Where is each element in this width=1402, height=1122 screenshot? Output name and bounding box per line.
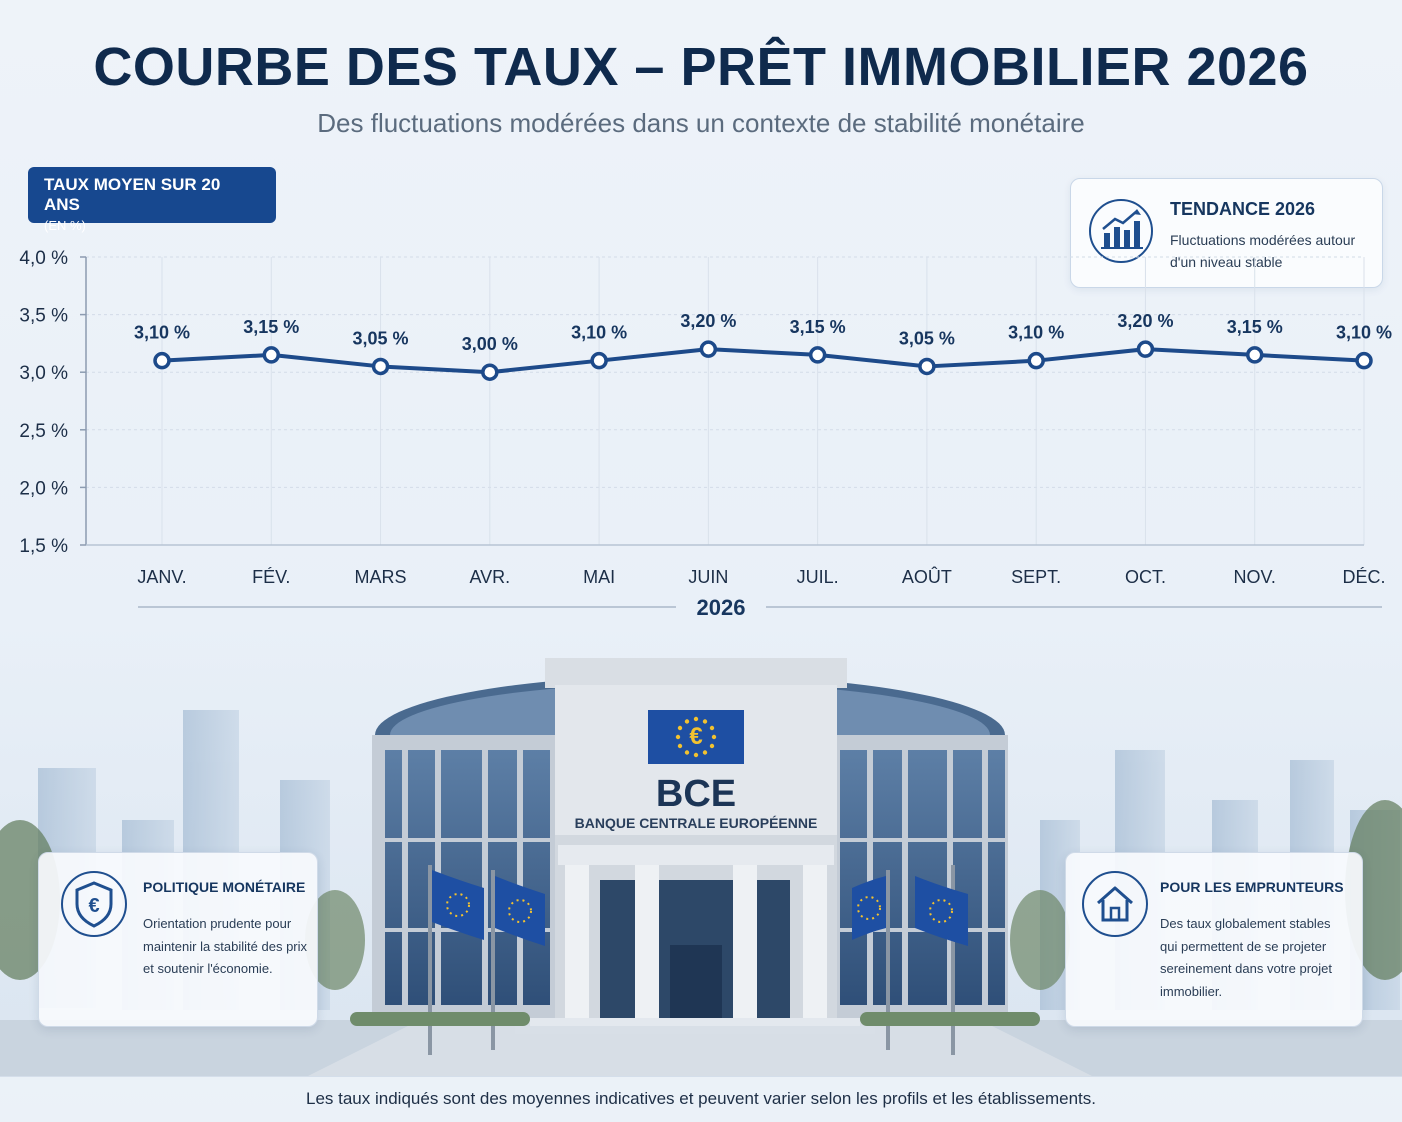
svg-text:€: € [88,895,99,917]
line-chart: 4,0 % 3,5 % 3,0 % 2,5 % 2,0 % 1,5 % JANV. FÉV. M… [19,248,1392,620]
data-point [1027,351,1045,370]
disclaimer-footer: Les taux indiqués sont des moyennes indi… [0,1076,1402,1122]
series-line [161,347,1365,375]
monetary-policy-title: POLITIQUE MONÉTAIRE [143,879,306,895]
x-tick-label: AOÛT [902,566,952,587]
borrowers-text: Des taux globalement stables qui permett… [1160,916,1332,999]
data-label: 3,05 % [899,328,955,348]
house-icon [1082,871,1148,937]
data-point [1245,346,1264,364]
x-tick-label: JANV. [137,567,186,587]
data-label: 3,20 % [680,311,736,331]
x-tick-label: NOV. [1234,567,1276,587]
data-point [808,346,827,364]
data-point [481,363,499,381]
euro-shield-icon: € [61,871,127,937]
data-label: 3,05 % [353,328,409,348]
monetary-policy-card: € POLITIQUE MONÉTAIRE Orientation pruden… [38,852,318,1027]
data-label: 3,10 % [1008,323,1064,343]
x-tick-label: JUIL. [797,567,839,587]
data-label: 3,20 % [1117,311,1173,331]
eu-flag-sign [648,710,744,764]
data-label: 3,10 % [1336,323,1392,343]
borrowers-title: POUR LES EMPRUNTEURS [1160,879,1344,895]
page-title: COURBE DES TAUX – PRÊT IMMOBILIER 2026 [93,37,1309,97]
bce-logo-text: BCE [656,773,736,815]
page-subtitle: Des fluctuations modérées dans un contex… [317,108,1085,138]
x-tick-label: AVR. [469,567,510,587]
ecb-building [372,658,1008,1020]
bar-chart-up-icon [1089,199,1153,263]
data-label: 3,10 % [134,323,190,343]
x-tick-label: MARS [355,567,407,587]
trend-card: TENDANCE 2026 Fluctuations modérées auto… [1070,178,1383,288]
data-point [918,357,936,376]
y-tick-label: 3,0 % [19,363,68,384]
data-point [262,346,281,364]
y-tick-label: 2,5 % [19,421,68,442]
data-point [153,351,171,370]
data-point [590,351,608,370]
data-label: 3,15 % [1227,317,1283,337]
borrowers-card: POUR LES EMPRUNTEURS Des taux globalemen… [1065,852,1363,1027]
y-tick-label: 4,0 % [19,248,68,269]
data-point [371,357,390,376]
x-axis-title: 2026 [697,595,746,620]
x-tick-label: MAI [583,567,615,587]
x-tick-label: FÉV. [252,567,290,587]
x-tick-label: SEPT. [1011,567,1061,587]
bce-full-name: BANQUE CENTRALE EUROPÉENNE [575,815,818,831]
trend-card-title: TENDANCE 2026 [1170,199,1316,219]
euro-symbol: € [689,723,702,750]
y-axis-badge-title: TAUX MOYEN SUR 20 ANS [44,175,221,214]
data-point [1136,340,1155,358]
y-tick-label: 1,5 % [19,536,68,557]
x-tick-label: JUIN [688,567,728,587]
data-point [699,340,718,358]
data-label: 3,00 % [462,334,518,354]
x-tick-label: OCT. [1125,567,1166,587]
y-tick-label: 3,5 % [19,306,68,327]
monetary-policy-text: Orientation prudente pour maintenir la s… [143,916,308,976]
data-label: 3,15 % [243,317,299,337]
y-tick-label: 2,0 % [19,478,68,499]
y-axis-badge-unit: (EN %) [44,218,86,233]
data-label: 3,15 % [790,317,846,337]
data-label: 3,10 % [571,323,627,343]
x-tick-label: DÉC. [1342,567,1385,587]
data-point [1355,351,1373,370]
y-axis-badge: TAUX MOYEN SUR 20 ANS (EN %) [28,167,276,233]
